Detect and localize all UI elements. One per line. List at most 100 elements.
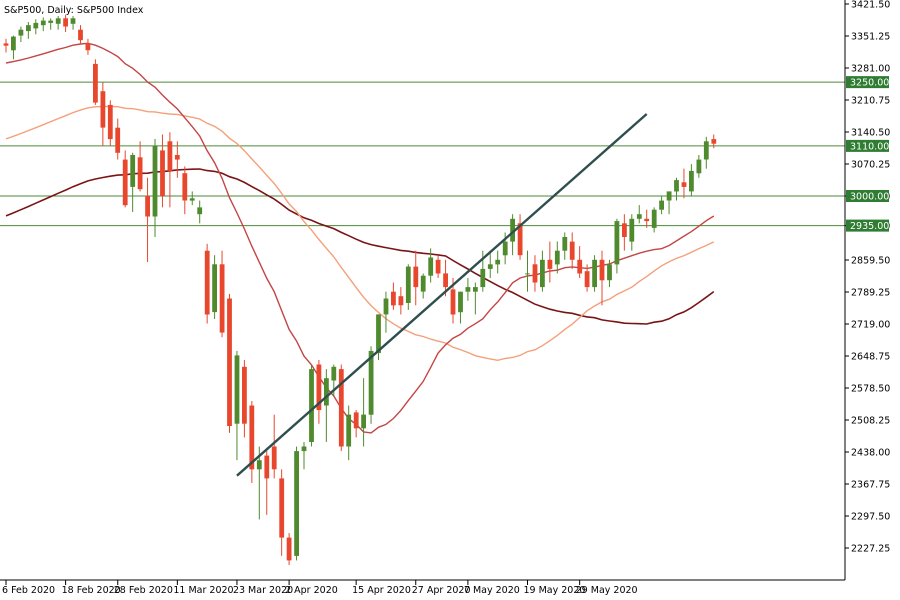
time-tick-label: 15 Apr 2020 [352, 585, 411, 596]
candle-body [152, 145, 158, 217]
candle-body [547, 259, 553, 269]
price-tick-label: 2438.00 [851, 448, 890, 459]
price-tick-label: 2297.50 [851, 512, 890, 523]
candle [398, 287, 404, 315]
level-label-text: 3000.00 [850, 192, 889, 203]
candle-body [11, 36, 16, 51]
candle [48, 18, 54, 30]
candle [107, 100, 113, 146]
candle [63, 14, 68, 33]
candle-body [182, 173, 188, 201]
candle [242, 359, 247, 438]
candle-body [264, 455, 270, 479]
candle-body [145, 196, 150, 217]
candle-body [242, 366, 247, 424]
candle-body [532, 264, 538, 283]
candle-body [540, 259, 545, 288]
candle-body [391, 291, 396, 306]
candle-body [525, 273, 530, 275]
candle-body [331, 366, 337, 381]
candle-body [26, 25, 31, 32]
candle-body [122, 159, 128, 206]
candle [532, 255, 538, 292]
candle [100, 82, 106, 146]
candle [85, 38, 91, 55]
candle [584, 264, 590, 292]
price-tick-label: 2227.25 [851, 544, 890, 555]
candle-body [659, 200, 664, 210]
candle-body [368, 350, 374, 415]
level-label-3: 2935.00 [846, 219, 889, 232]
candle [577, 246, 583, 278]
candle-body [651, 209, 657, 228]
candle-body [316, 364, 322, 411]
candle-body [614, 221, 620, 265]
candle-body [592, 259, 597, 288]
candle [547, 241, 553, 283]
candle [137, 141, 143, 192]
candle-body [398, 296, 404, 306]
candle-body [696, 159, 702, 174]
candle-body [495, 259, 501, 265]
candle-body [443, 273, 448, 288]
candle-body [309, 369, 314, 442]
candle [26, 21, 31, 39]
candle-body [353, 412, 359, 429]
candle [197, 200, 203, 224]
candle [525, 250, 530, 292]
price-tick-label: 3070.25 [851, 160, 890, 171]
candle-body [629, 218, 635, 242]
candle [391, 282, 396, 310]
candle-body [450, 289, 456, 315]
candle [473, 282, 478, 315]
candle [212, 255, 217, 319]
candle-body [420, 275, 426, 292]
price-tick-label: 2508.25 [851, 416, 890, 427]
level-label-bg [846, 190, 889, 202]
candle [420, 273, 426, 299]
candle [33, 19, 39, 35]
level-labels: 3250.00 3110.00 3000.00 2935.00 [846, 76, 889, 232]
candle [160, 134, 165, 208]
candle-body [711, 139, 717, 144]
candle [145, 177, 150, 263]
candle [569, 232, 575, 269]
candle-body [383, 298, 389, 315]
candle [167, 132, 173, 208]
candle-body [78, 29, 83, 41]
candle-body [622, 223, 627, 237]
candle [614, 218, 620, 274]
candle-body [100, 91, 106, 128]
candle [122, 150, 128, 208]
candle [562, 232, 568, 260]
time-tick-label: 28 Feb 2020 [114, 585, 173, 596]
candle-body [212, 264, 217, 313]
candle [78, 25, 83, 44]
candle-body [405, 266, 411, 303]
candle-body [294, 451, 299, 556]
candle [234, 350, 240, 461]
candle-body [480, 268, 486, 288]
candle [666, 191, 672, 215]
candle-body [219, 264, 225, 333]
candle-body [3, 43, 9, 46]
candle-body [562, 237, 568, 251]
candle [465, 277, 471, 301]
candle-body [271, 446, 277, 470]
candle [204, 243, 210, 324]
candle [622, 214, 627, 251]
candle [487, 250, 493, 278]
candle-body [85, 43, 91, 51]
time-tick-label: 23 Mar 2020 [233, 585, 293, 596]
candle-body [703, 141, 709, 160]
price-tick-label: 3210.75 [851, 96, 890, 107]
candle [279, 469, 285, 556]
candle [182, 166, 188, 215]
candle [517, 214, 523, 260]
candle-body [554, 250, 560, 265]
candle [383, 291, 389, 333]
price-tick-label: 3351.25 [851, 32, 890, 43]
ma-mid-line [5, 105, 715, 362]
candlesticks [3, 14, 717, 565]
